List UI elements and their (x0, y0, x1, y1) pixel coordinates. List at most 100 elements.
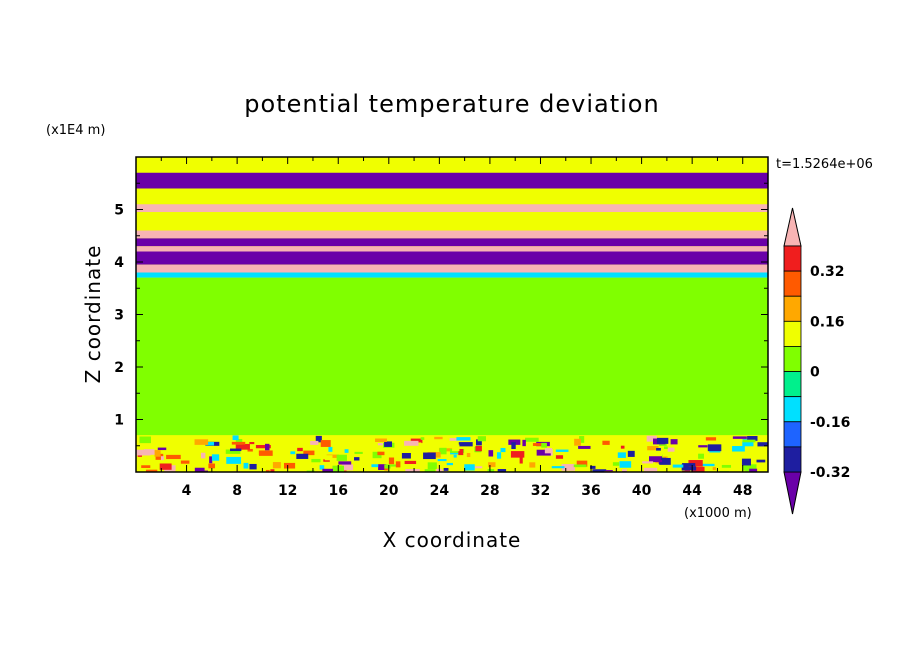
field-speckle (522, 439, 526, 447)
x-tick-label: 16 (328, 483, 347, 499)
field-speckle (186, 414, 192, 417)
x-tick-label: 28 (480, 483, 499, 499)
field-speckle (185, 370, 192, 373)
field-speckle (690, 412, 699, 419)
field-speckle (253, 352, 259, 355)
field-speckle (698, 453, 704, 459)
field-speckle (682, 310, 690, 315)
field-speckle (249, 463, 257, 470)
field-speckle (649, 394, 667, 398)
field-speckle (742, 439, 756, 443)
field-band (136, 264, 768, 273)
field-speckle (283, 462, 296, 469)
field-speckle (536, 354, 548, 359)
field-speckle (682, 406, 698, 411)
field-speckle (764, 367, 768, 373)
field-speckle (566, 423, 581, 430)
field-speckle (722, 428, 740, 433)
x-tick-label: 24 (430, 483, 450, 499)
field-speckle (578, 372, 592, 379)
field-speckle (410, 438, 423, 444)
field-band (136, 251, 768, 265)
field-speckle (508, 403, 526, 409)
field-speckle (695, 299, 712, 305)
field-speckle (763, 399, 768, 404)
field-speckle (481, 370, 494, 375)
colorbar-label: 0 (810, 365, 820, 381)
field-speckle (184, 429, 197, 433)
field-speckle (200, 452, 206, 459)
field-speckle (270, 469, 275, 472)
field-speckle (676, 466, 685, 471)
field-speckle (277, 447, 283, 450)
colorbar-swatch (783, 396, 802, 423)
field-speckle (765, 397, 768, 401)
field-speckle (534, 346, 545, 349)
field-speckle (265, 443, 270, 451)
field-speckle (651, 361, 667, 367)
field-speckle (541, 442, 547, 448)
field-speckle (590, 407, 597, 414)
field-speckle (273, 376, 290, 382)
field-speckle (232, 435, 239, 441)
field-speckle (169, 364, 182, 370)
field-speckle (427, 462, 437, 470)
field-speckle (555, 455, 564, 459)
field-speckle (426, 373, 439, 379)
field-speckle (226, 456, 242, 464)
field-speckle (619, 461, 632, 468)
chart-title: potential temperature deviation (244, 90, 659, 118)
field-speckle (551, 466, 565, 469)
field-speckle (626, 468, 638, 472)
field-speckle (704, 309, 713, 314)
field-speckle (382, 401, 387, 405)
field-speckle (136, 449, 151, 456)
field-speckle (450, 425, 457, 431)
field-speckle (420, 376, 436, 382)
field-speckle (189, 385, 203, 389)
field-speckle (375, 438, 387, 443)
field-speckle (439, 447, 447, 455)
field-speckle (574, 438, 581, 446)
field-speckle (487, 359, 506, 362)
field-speckle (730, 302, 748, 306)
colorbar-swatch (783, 446, 802, 473)
field-speckle (269, 289, 275, 293)
colorbar-swatch (783, 295, 802, 322)
field-speckle (729, 371, 744, 375)
field-speckle (715, 322, 729, 328)
field-speckle (193, 336, 204, 341)
field-speckle (424, 469, 436, 472)
field-speckle (458, 448, 464, 456)
field-speckle (595, 296, 612, 300)
field-speckle (610, 411, 620, 417)
field-speckle (691, 466, 705, 472)
field-speckle (412, 358, 431, 365)
field-speckle (666, 452, 682, 459)
field-speckle (323, 459, 330, 462)
field-speckle (466, 453, 471, 458)
field-speckle (747, 436, 758, 441)
field-speckle (734, 327, 742, 330)
field-speckle (484, 300, 501, 305)
field-speckle (359, 379, 367, 384)
field-speckle (215, 422, 220, 428)
field-speckle (497, 469, 507, 472)
field-speckle (529, 462, 536, 468)
field-speckle (385, 402, 398, 406)
field-speckle (434, 436, 443, 440)
field-speckle (346, 351, 359, 355)
field-speckle (712, 467, 716, 471)
field-speckle (205, 441, 215, 446)
field-speckle (573, 455, 583, 458)
field-speckle (500, 447, 506, 453)
field-speckle (579, 322, 593, 325)
field-speckle (311, 458, 321, 463)
field-speckle (573, 340, 578, 344)
field-speckle (535, 406, 553, 413)
field-speckle (445, 373, 453, 378)
field-speckle (255, 444, 271, 449)
field-speckle (487, 469, 495, 472)
field-speckle (620, 445, 625, 449)
field-speckle (663, 325, 680, 328)
